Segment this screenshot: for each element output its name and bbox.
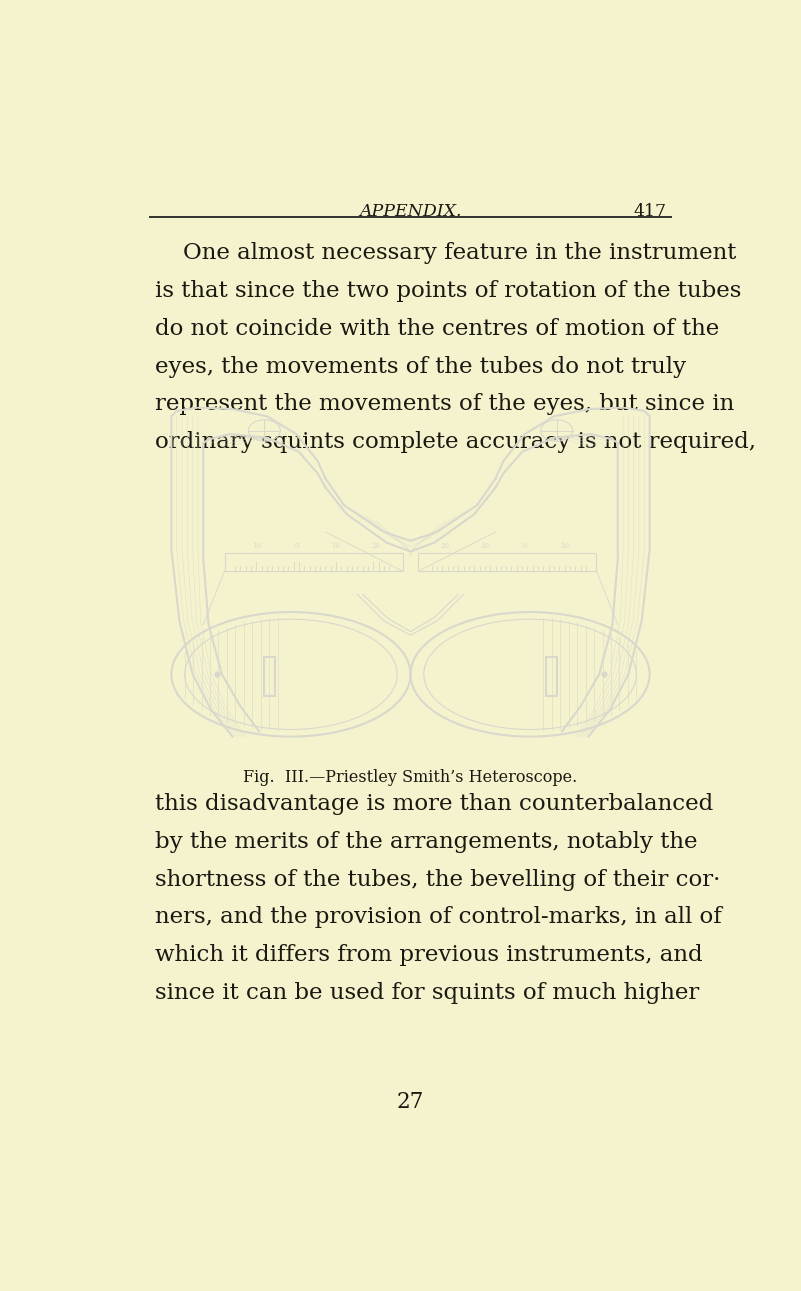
Text: shortness of the tubes, the bevelling of their cor·: shortness of the tubes, the bevelling of… — [155, 869, 720, 891]
Text: One almost necessary feature in the instrument: One almost necessary feature in the inst… — [183, 243, 736, 265]
Text: eyes, the movements of the tubes do not truly: eyes, the movements of the tubes do not … — [155, 356, 686, 378]
Text: 27: 27 — [396, 1091, 425, 1113]
Text: which it differs from previous instruments, and: which it differs from previous instrumen… — [155, 944, 702, 966]
Text: do not coincide with the centres of motion of the: do not coincide with the centres of moti… — [155, 318, 719, 340]
Text: since it can be used for squints of much higher: since it can be used for squints of much… — [155, 982, 699, 1004]
Text: is that since the two points of rotation of the tubes: is that since the two points of rotation… — [155, 280, 741, 302]
Text: this disadvantage is more than counterbalanced: this disadvantage is more than counterba… — [155, 793, 713, 815]
Text: 417: 417 — [633, 203, 666, 219]
Text: represent the movements of the eyes, but since in: represent the movements of the eyes, but… — [155, 394, 734, 416]
Text: by the merits of the arrangements, notably the: by the merits of the arrangements, notab… — [155, 831, 697, 853]
Text: APPENDIX.: APPENDIX. — [360, 203, 461, 219]
Text: ordinary squints complete accuracy is not required,: ordinary squints complete accuracy is no… — [155, 431, 756, 453]
Text: Fig.  III.—Priestley Smith’s Heteroscope.: Fig. III.—Priestley Smith’s Heteroscope. — [244, 769, 578, 786]
Text: ners, and the provision of control-marks, in all of: ners, and the provision of control-marks… — [155, 906, 722, 928]
